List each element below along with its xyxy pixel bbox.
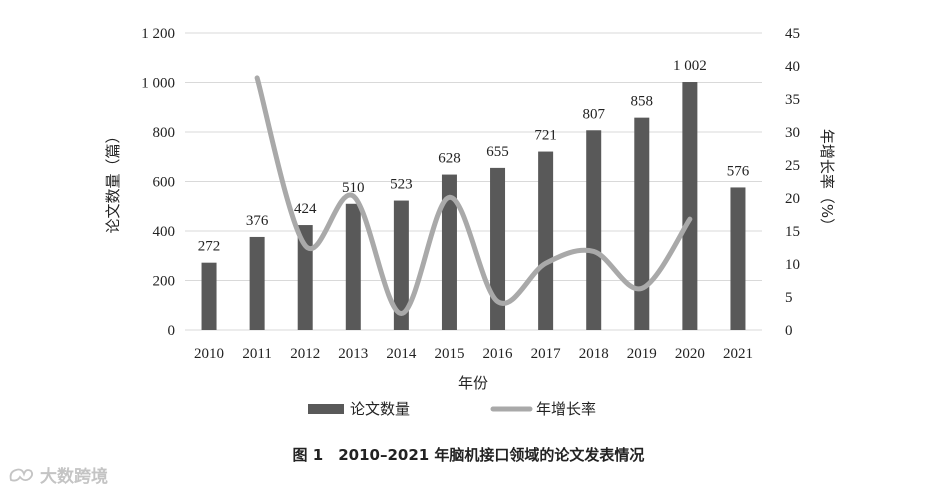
bar-data-label: 523: [390, 177, 413, 193]
figure-caption: 图 1 2010–2021 年脑机接口领域的论文发表情况: [292, 446, 645, 464]
x-tick-label: 2012: [290, 346, 320, 362]
x-tick-label: 2013: [338, 346, 368, 362]
x-tick-label: 2019: [627, 346, 657, 362]
bar: [393, 200, 409, 330]
bar-data-label: 510: [342, 180, 365, 196]
right-axis-title: 年增长率（%）: [818, 129, 836, 233]
bar-data-label: 721: [534, 128, 557, 144]
legend: 论文数量 年增长率: [308, 400, 596, 418]
right-tick-label: 25: [785, 158, 800, 174]
bar: [490, 167, 506, 330]
right-tick-label: 20: [785, 191, 800, 207]
bar: [297, 225, 313, 330]
left-tick-label: 400: [153, 224, 176, 240]
x-tick-label: 2020: [675, 346, 705, 362]
right-tick-label: 45: [785, 26, 800, 42]
right-tick-label: 40: [785, 59, 800, 75]
left-tick-label: 200: [153, 274, 176, 290]
bar: [441, 174, 457, 330]
left-tick-label: 600: [153, 175, 176, 191]
right-tick-label: 15: [785, 224, 800, 240]
right-tick-label: 5: [785, 290, 793, 306]
x-tick-label: 2010: [194, 346, 224, 362]
bar: [586, 130, 602, 330]
bar-data-label: 576: [727, 163, 750, 179]
bar-data-label: 376: [246, 213, 269, 229]
watermark: 大数跨境: [8, 462, 108, 487]
left-tick-label: 800: [153, 125, 176, 141]
bar-data-label: 272: [198, 239, 221, 255]
x-tick-label: 2017: [531, 346, 562, 362]
legend-bar-label: 论文数量: [350, 400, 410, 418]
bar-data-label: 628: [438, 151, 461, 167]
bar: [201, 262, 217, 330]
left-tick-label: 0: [168, 323, 176, 339]
growth-line-layer: [254, 75, 693, 317]
bar: [682, 82, 698, 330]
bar-data-label: 655: [486, 144, 509, 160]
right-tick-label: 10: [785, 257, 800, 273]
x-axis-title: 年份: [458, 374, 488, 392]
bar: [538, 151, 554, 330]
bar: [249, 236, 265, 330]
right-tick-label: 35: [785, 92, 800, 108]
right-tick-label: 0: [785, 323, 793, 339]
x-tick-label: 2014: [386, 346, 417, 362]
bar: [345, 203, 361, 330]
bars: [201, 82, 746, 331]
bar: [634, 117, 650, 331]
legend-line-label: 年增长率: [536, 400, 596, 418]
x-tick-label: 2015: [434, 346, 464, 362]
gridlines: [185, 32, 762, 331]
x-tick-label: 2018: [579, 346, 609, 362]
x-tick-label: 2021: [723, 346, 753, 362]
left-tick-label: 1 000: [141, 76, 175, 92]
bar-data-label: 424: [294, 201, 317, 217]
right-axis-ticks: 0 5 10 15 20 25 30 35 40 45: [785, 26, 800, 339]
watermark-text: 大数跨境: [40, 467, 108, 487]
legend-bar-swatch: [308, 404, 344, 414]
x-tick-label: 2016: [483, 346, 514, 362]
bar: [730, 187, 746, 330]
x-tick-label: 2011: [242, 346, 271, 362]
bar-data-label: 807: [582, 106, 605, 122]
growth-rate-line: [254, 75, 693, 317]
bar-data-label: 858: [631, 94, 654, 110]
left-axis-ticks: 0 200 400 600 800 1 000 1 200: [141, 26, 175, 339]
bar-data-label: 1 002: [673, 58, 707, 74]
right-tick-label: 30: [785, 125, 800, 141]
x-axis-ticks: 2010 2011 2012 2013 2014 2015 2016 2017 2018 2019…: [194, 346, 753, 362]
left-axis-title: 论文数量（篇）: [104, 128, 122, 233]
bar-labels: 272 376 424 510 523 628 655 721 807 858 1 002 576: [198, 58, 750, 255]
left-tick-label: 1 200: [141, 26, 175, 42]
watermark-logo-icon: [9, 468, 34, 481]
